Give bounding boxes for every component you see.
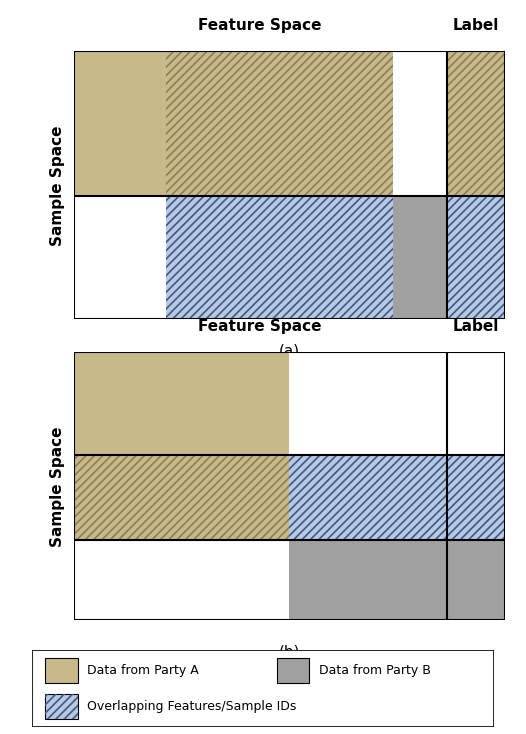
Bar (289, 352, 447, 456)
Bar (393, 196, 447, 319)
Bar (74, 51, 166, 196)
Text: Feature Space: Feature Space (198, 18, 322, 32)
Text: Label: Label (453, 319, 499, 333)
Bar (447, 352, 505, 456)
Text: (b): (b) (279, 644, 300, 659)
Bar (447, 456, 505, 540)
Bar (447, 456, 505, 540)
Bar (166, 196, 393, 319)
Text: Label: Label (453, 18, 499, 32)
Text: (a): (a) (279, 344, 300, 358)
Bar (447, 540, 505, 620)
Bar (393, 51, 447, 196)
Bar (277, 658, 309, 683)
Bar (289, 456, 447, 540)
Text: Data from Party B: Data from Party B (319, 664, 430, 677)
Text: Overlapping Features/Sample IDs: Overlapping Features/Sample IDs (87, 700, 297, 713)
Bar (447, 51, 505, 196)
Bar (45, 658, 78, 683)
Bar (45, 694, 78, 719)
Bar (45, 694, 78, 719)
Bar (289, 540, 447, 620)
Bar (74, 540, 289, 620)
Bar (447, 51, 505, 196)
Text: Feature Space: Feature Space (198, 319, 322, 333)
Text: Data from Party A: Data from Party A (87, 664, 199, 677)
Bar (74, 352, 289, 456)
Bar (289, 456, 447, 540)
Bar (447, 196, 505, 319)
Bar (166, 51, 393, 196)
Y-axis label: Sample Space: Sample Space (50, 125, 65, 246)
Y-axis label: Sample Space: Sample Space (50, 426, 65, 547)
Bar (447, 196, 505, 319)
Bar (74, 456, 289, 540)
Bar (74, 456, 289, 540)
Bar (74, 196, 166, 319)
Bar (166, 196, 393, 319)
Bar (166, 51, 393, 196)
